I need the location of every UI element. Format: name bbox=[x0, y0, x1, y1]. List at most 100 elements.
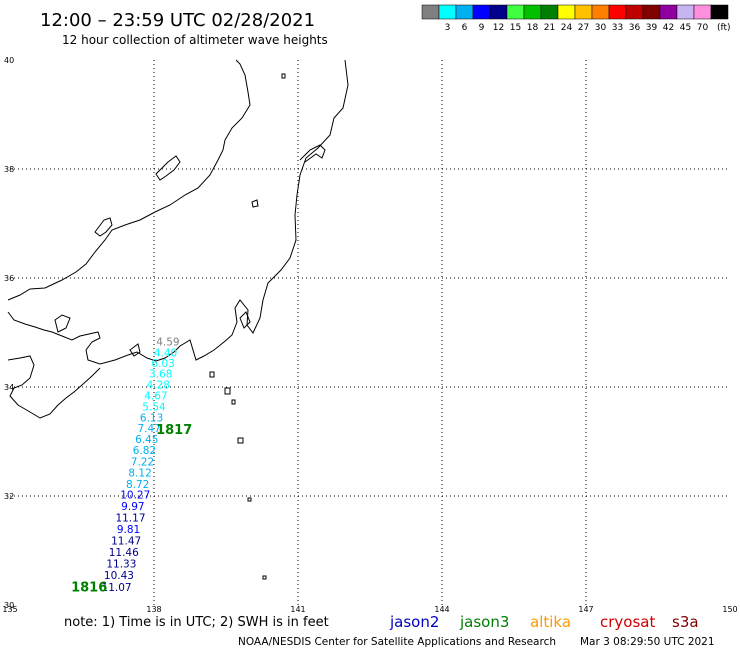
legend-label: 33 bbox=[612, 23, 623, 33]
legend-unit: (ft) bbox=[717, 23, 731, 33]
izu-island-2 bbox=[224, 387, 231, 395]
lon-tick-label: 138 bbox=[146, 605, 161, 614]
legend-label: 18 bbox=[527, 23, 539, 33]
note-text: note: 1) Time is in UTC; 2) SWH is in fe… bbox=[64, 615, 329, 630]
swh-value-label: 11.07 bbox=[102, 582, 132, 594]
north-coast bbox=[299, 144, 326, 163]
swh-value-label: 6.82 bbox=[133, 445, 156, 457]
swh-value-label: 3.68 bbox=[149, 369, 172, 381]
swh-value-label: 7.47 bbox=[138, 423, 161, 435]
legend-swatch bbox=[693, 4, 712, 20]
small-island-1 bbox=[247, 497, 252, 502]
map-title: 12:00 – 23:59 UTC 02/28/2021 bbox=[40, 10, 315, 31]
legend-swatch bbox=[438, 4, 457, 20]
kii-peninsula bbox=[7, 355, 101, 419]
lat-tick-label: 30 bbox=[4, 601, 14, 610]
small-island-3 bbox=[281, 73, 286, 79]
lat-tick-label: 38 bbox=[4, 165, 14, 174]
legend-swatch bbox=[540, 4, 559, 20]
satellite-name-jason2: jason2 bbox=[389, 613, 439, 631]
lon-tick-label: 150 bbox=[722, 605, 737, 614]
small-island-2 bbox=[262, 575, 267, 580]
legend-label: 9 bbox=[479, 23, 485, 33]
legend-swatch bbox=[506, 4, 525, 20]
swh-value-label: 6.03 bbox=[151, 358, 174, 370]
lat-lon-grid bbox=[10, 60, 730, 605]
legend-label: 39 bbox=[646, 23, 658, 33]
honshu-coast bbox=[7, 59, 349, 365]
legend-swatch bbox=[608, 4, 627, 20]
swh-value-label: 10.43 bbox=[104, 570, 134, 582]
swh-value-label: 5.54 bbox=[142, 401, 166, 413]
satellite-legend: jason2 jason3 altika cryosat s3a bbox=[389, 613, 699, 631]
legend-label: 42 bbox=[663, 23, 674, 33]
satellite-name-altika: altika bbox=[530, 613, 571, 631]
ise-bay bbox=[54, 314, 71, 333]
satellite-name-s3a: s3a bbox=[672, 613, 699, 631]
lon-tick-label: 135 bbox=[2, 605, 17, 614]
legend-label: 15 bbox=[510, 23, 521, 33]
swh-value-label: 4.67 bbox=[144, 391, 167, 403]
swh-value-label: 11.46 bbox=[109, 547, 139, 559]
lat-tick-label: 32 bbox=[4, 492, 14, 501]
legend-swatch bbox=[710, 4, 729, 20]
izu-island-1 bbox=[209, 371, 215, 378]
lat-tick-label: 40 bbox=[4, 56, 14, 65]
legend-swatch bbox=[421, 4, 440, 20]
swh-value-label: 4.59 bbox=[156, 337, 179, 349]
legend-label: 70 bbox=[697, 23, 709, 33]
legend-label: 24 bbox=[561, 23, 573, 33]
swh-value-label: 9.81 bbox=[117, 524, 140, 536]
swh-value-label: 11.17 bbox=[115, 513, 145, 525]
swh-value-label: 6.13 bbox=[140, 412, 163, 424]
legend-swatch bbox=[659, 4, 678, 20]
legend-label: 6 bbox=[462, 23, 468, 33]
sado-island bbox=[155, 155, 181, 181]
satellite-name-cryosat: cryosat bbox=[600, 613, 655, 631]
swh-value-label: 9.97 bbox=[121, 501, 144, 513]
lat-tick-label: 36 bbox=[4, 274, 14, 283]
lake-inawashiro bbox=[251, 199, 259, 208]
legend-label: 45 bbox=[680, 23, 691, 33]
swh-value-label: 7.22 bbox=[131, 456, 154, 468]
coastline-japan bbox=[7, 59, 349, 580]
lat-tick-label: 34 bbox=[4, 383, 14, 392]
legend-swatch bbox=[625, 4, 644, 20]
map-subtitle: 12 hour collection of altimeter wave hei… bbox=[62, 33, 328, 47]
tokyo-bay bbox=[239, 311, 251, 329]
legend-swatch bbox=[676, 4, 695, 20]
hachijo-island bbox=[237, 437, 244, 444]
suruga-bay bbox=[129, 343, 141, 357]
lon-tick-label: 147 bbox=[578, 605, 593, 614]
pass-time-label: 1816 bbox=[71, 580, 107, 595]
satellite-name-jason3: jason3 bbox=[459, 613, 509, 631]
swh-value-label: 11.47 bbox=[111, 536, 141, 548]
legend-swatch bbox=[455, 4, 474, 20]
swh-value-label: 6.45 bbox=[135, 434, 158, 446]
swh-value-label: 4.40 bbox=[154, 347, 177, 359]
izu-island-3 bbox=[231, 399, 236, 405]
swh-value-label: 11.33 bbox=[106, 558, 136, 570]
lon-tick-label: 141 bbox=[290, 605, 305, 614]
legend-swatch bbox=[591, 4, 610, 20]
legend-label: 36 bbox=[629, 23, 641, 33]
wave-height-color-legend: 3 6 9 12 15 18 21 24 27 30 33 36 39 42 45 70 bbox=[421, 4, 729, 33]
legend-label: 12 bbox=[493, 23, 504, 33]
swh-value-label: 10.27 bbox=[120, 490, 150, 502]
swh-value-label: 8.72 bbox=[126, 479, 149, 491]
legend-swatch bbox=[557, 4, 576, 20]
legend-swatch bbox=[574, 4, 593, 20]
legend-swatch bbox=[523, 4, 542, 20]
legend-label: 30 bbox=[595, 23, 607, 33]
swh-value-label: 4.28 bbox=[147, 380, 170, 392]
jason3-track: 11.0710.4311.3311.4611.479.8111.179.9710… bbox=[71, 337, 192, 596]
swh-value-label: 8.12 bbox=[128, 467, 151, 479]
pass-time-label: 1817 bbox=[156, 423, 192, 438]
legend-label: 3 bbox=[445, 23, 451, 33]
legend-label: 27 bbox=[578, 23, 589, 33]
footer-credit: NOAA/NESDIS Center for Satellite Applica… bbox=[238, 636, 556, 648]
axis-tick-labels: 135 138 141 144 147 150 30 32 34 36 38 40 bbox=[2, 56, 737, 614]
japan-sea-coast bbox=[7, 59, 251, 301]
lon-tick-label: 144 bbox=[434, 605, 449, 614]
